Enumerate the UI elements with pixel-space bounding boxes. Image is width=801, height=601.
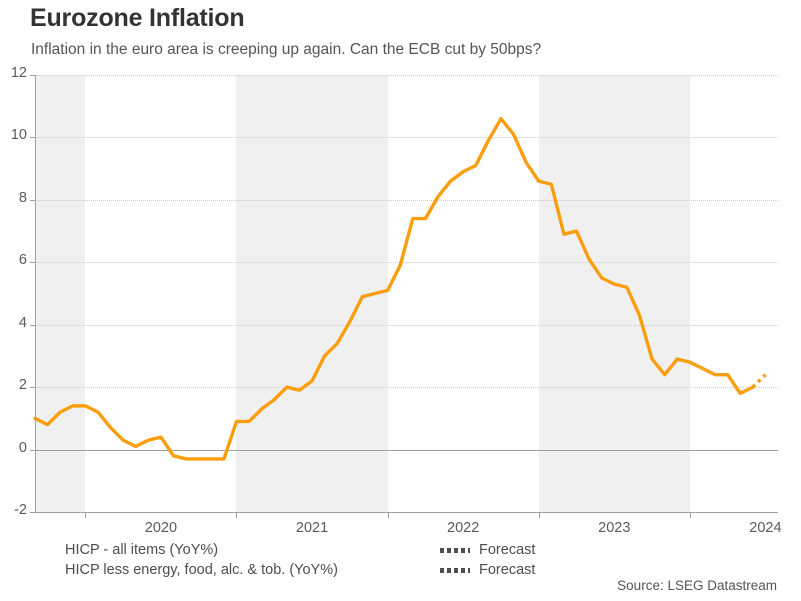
y-axis-tick-label: 12 xyxy=(10,65,27,81)
gridline xyxy=(35,324,778,326)
y-axis-tick-label: -2 xyxy=(14,502,27,518)
source-note: Source: LSEG Datastream xyxy=(617,578,777,593)
x-axis-tick-mark xyxy=(387,512,389,518)
legend-label: HICP - all items (YoY%) xyxy=(65,542,219,558)
legend-label: Forecast xyxy=(479,542,536,558)
legend-swatch-solid-purple xyxy=(26,568,56,573)
legend-item-hicp-all[interactable]: HICP - all items (YoY%) xyxy=(26,540,338,560)
gridline xyxy=(35,137,778,139)
legend-item-forecast-orange[interactable]: Forecast xyxy=(440,540,535,560)
legend-swatch-dotted-orange xyxy=(440,547,470,553)
y-axis-tick-mark xyxy=(30,199,35,201)
x-axis-tick-mark xyxy=(236,512,238,518)
series-lines xyxy=(33,117,767,461)
legend-item-hicp-core[interactable]: HICP less energy, food, alc. & tob. (YoY… xyxy=(26,560,338,580)
y-axis-tick-mark xyxy=(30,137,35,139)
axis-bottom-line xyxy=(35,512,778,513)
x-axis-tick-mark xyxy=(538,512,540,518)
y-axis-tick-label: 8 xyxy=(18,189,27,206)
y-axis-tick-mark xyxy=(30,512,35,513)
y-axis-tick-mark xyxy=(30,324,35,326)
y-axis-tick-mark xyxy=(30,75,35,76)
forecast-series-0 xyxy=(751,373,767,389)
y-axis-tick-label: 6 xyxy=(18,252,27,269)
y-axis-tick-mark xyxy=(30,387,35,389)
page-subtitle: Inflation in the euro area is creeping u… xyxy=(31,41,542,58)
x-axis-tick-label: 2022 xyxy=(447,520,480,536)
x-axis-tick-mark xyxy=(85,512,87,518)
shaded-band xyxy=(538,75,690,512)
legend-label: HICP less energy, food, alc. & tob. (YoY… xyxy=(65,562,338,578)
y-axis-tick-label: 0 xyxy=(18,439,27,456)
zero-line xyxy=(35,449,778,451)
legend-label: Forecast xyxy=(479,562,536,578)
plot-area: -2 0 2 4 6 8 10 12 xyxy=(11,65,778,518)
x-axis-tick-label: 2023 xyxy=(598,520,631,536)
legend-item-forecast-purple[interactable]: Forecast xyxy=(440,560,535,580)
legend-right: Forecast Forecast xyxy=(440,540,535,580)
x-axis-tick-label: 2020 xyxy=(144,520,178,536)
axis-left-line xyxy=(35,75,36,512)
gridline xyxy=(35,387,778,389)
page-title: Eurozone Inflation xyxy=(30,4,245,32)
shaded-band xyxy=(236,75,388,512)
gridline xyxy=(35,75,778,76)
legend-swatch-solid-orange xyxy=(26,548,56,553)
gridline xyxy=(35,199,778,201)
x-axis-tick-label: 2021 xyxy=(295,520,329,536)
y-axis-tick-label: 4 xyxy=(18,314,27,331)
shaded-band xyxy=(35,75,86,512)
gridline xyxy=(35,262,778,264)
legend-left: HICP - all items (YoY%) HICP less energy… xyxy=(26,540,338,580)
legend-swatch-dotted-purple xyxy=(440,567,470,573)
y-axis-tick-label: 2 xyxy=(18,377,27,394)
x-axis-tick-mark xyxy=(689,512,691,518)
y-axis-tick-label: 10 xyxy=(10,127,27,144)
line-series-0 xyxy=(33,117,755,461)
y-axis-tick-mark xyxy=(30,262,35,264)
y-axis-tick-mark xyxy=(30,449,35,451)
x-axis-tick-label: 2024 xyxy=(749,520,782,536)
